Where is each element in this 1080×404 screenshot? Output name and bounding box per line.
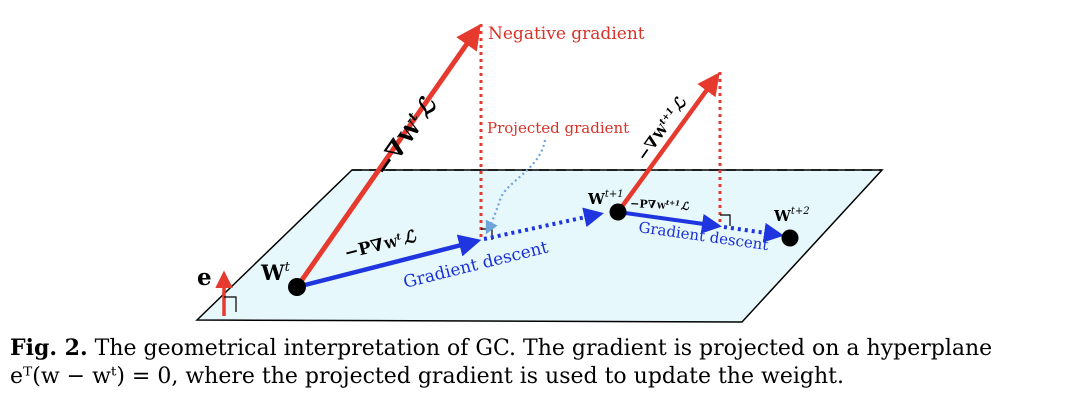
- negative-gradient-label: Negative gradient: [488, 24, 645, 44]
- projected-gradient-arrow-main: [296, 234, 482, 290]
- negative-gradient-arrow-main: [294, 23, 481, 289]
- svg-text:−∇Wtℒ: −∇Wtℒ: [367, 91, 443, 182]
- projected-gradient-arrow-second: [617, 210, 722, 234]
- caption-line-1: Fig. 2. The geometrical interpretation o…: [10, 334, 1072, 363]
- projected-gradient-label: Projected gradient: [487, 119, 629, 137]
- negative-gradient-main-label: −∇Wtℒ: [367, 91, 443, 182]
- weight-label-t: Wt: [260, 260, 291, 285]
- svg-text:−P∇Wt+1ℒ: −P∇Wt+1ℒ: [630, 196, 690, 213]
- weight-point-t: [288, 278, 306, 296]
- descent-dotted-segment-2: [723, 222, 784, 243]
- caption-line-1-text: The geometrical interpretation of GC. Th…: [87, 336, 993, 361]
- projected-gradient-callout: [485, 139, 547, 235]
- weight-label-t2: Wt+2: [773, 206, 810, 225]
- right-angle-second: [720, 214, 731, 226]
- e-vector-label: e: [197, 264, 212, 291]
- figure-caption: Fig. 2. The geometrical interpretation o…: [10, 334, 1072, 391]
- negative-gradient-arrow-second: [616, 72, 720, 214]
- caption-line-2: eᵀ(w − wᵗ) = 0, where the projected grad…: [10, 364, 844, 389]
- caption-fig-label: Fig. 2.: [10, 335, 88, 361]
- projected-gradient-second-label: −P∇Wt+1ℒ: [630, 196, 690, 213]
- weight-point-t2: [781, 229, 799, 247]
- descent-dotted-segment-1: [483, 207, 604, 241]
- gc-geometry-diagram: e Negative gradient Projected gradient −…: [195, 23, 884, 323]
- weight-point-t1: [609, 203, 627, 221]
- e-vector-right-angle: [224, 296, 237, 312]
- weight-label-t1: Wt+1: [587, 189, 624, 208]
